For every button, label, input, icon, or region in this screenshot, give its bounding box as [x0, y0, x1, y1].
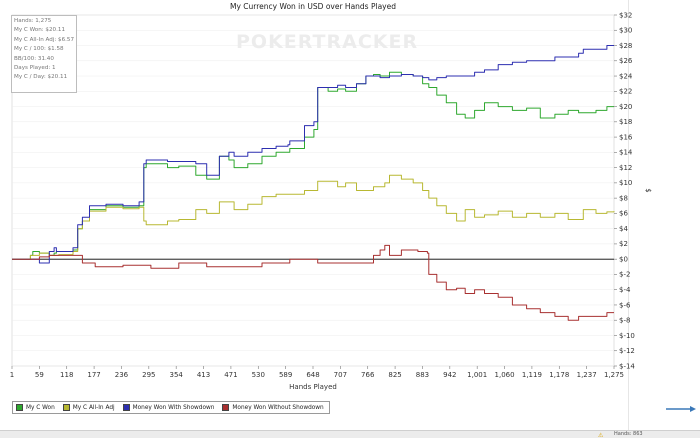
y-tick-label: $14: [619, 149, 633, 157]
y-tick-label: $20: [619, 103, 632, 111]
status-text: Hands: 863: [614, 431, 643, 437]
x-tick-label: 766: [361, 371, 375, 379]
legend-item-noshowdown[interactable]: Money Won Without Showdown: [222, 404, 324, 411]
stat-bb100: BB/100: 31.40: [14, 55, 54, 62]
x-tick-label: 1,178: [549, 371, 569, 379]
y-tick-label: $-2: [619, 271, 630, 279]
series-line-won: [12, 71, 614, 260]
series-line-allin-adj: [12, 174, 615, 260]
stat-per100: My C / 100: $1.58: [14, 46, 64, 53]
stat-hands: Hands: 1,275: [14, 18, 52, 24]
legend-item-won[interactable]: My C Won: [16, 404, 55, 411]
series-group: [12, 45, 615, 321]
legend-item-showdown[interactable]: Money Won With Showdown: [122, 404, 215, 411]
x-tick-label: 471: [224, 371, 237, 379]
stat-won: My C Won: $20.11: [14, 27, 66, 34]
x-tick-label: 59: [35, 371, 44, 379]
x-tick-label: 1,060: [495, 371, 515, 379]
legend-swatch-showdown: [122, 404, 130, 411]
x-tick-label: 707: [334, 371, 347, 379]
line-chart: My Currency Won in USD over Hands Played…: [10, 2, 652, 391]
x-tick-label: 354: [169, 371, 183, 379]
stat-allin: My C All-In Adj: $6.57: [14, 36, 75, 43]
legend-swatch-noshowdown: [222, 404, 230, 411]
y-tick-label: $-6: [619, 301, 631, 309]
y-tick-label: $16: [619, 133, 633, 141]
y-tick-label: $26: [619, 57, 633, 65]
x-tick-label: 1,119: [522, 371, 542, 379]
x-tick-label: 1,237: [577, 371, 597, 379]
legend-swatch-won: [16, 404, 23, 411]
chart-legend: My C Won My C All-In Adj Money Won With …: [12, 401, 330, 414]
panel-divider: [628, 0, 629, 430]
x-tick-label: 1: [10, 371, 14, 379]
x-tick-label: 589: [279, 371, 292, 379]
y-tick-label: $30: [619, 27, 632, 35]
y-tick-label: $24: [619, 72, 633, 80]
series-line-without-showdown: [12, 244, 614, 321]
y-tick-label: $8: [619, 194, 628, 202]
y-tick-label: $-4: [619, 286, 631, 294]
x-tick-label: 295: [142, 371, 155, 379]
arrow-right-icon[interactable]: [666, 406, 696, 412]
x-tick-label: 413: [197, 371, 210, 379]
stats-box: Hands: 1,275 My C Won: $20.11 My C All-I…: [11, 15, 77, 93]
y-tick-label: $-12: [619, 347, 635, 355]
stat-days: Days Played: 1: [14, 65, 56, 72]
x-tick-label: 118: [60, 371, 73, 379]
warning-icon: ⚠: [598, 432, 604, 439]
y-axis-ticks: $32 $30 $28 $26 $24 $22 $20 $18 $16 $14 $12 $10 $8 $6…: [614, 11, 635, 370]
x-axis-label: Hands Played: [289, 383, 337, 391]
legend-swatch-allin: [62, 404, 70, 411]
x-tick-label: 825: [388, 371, 401, 379]
y-tick-label: $28: [619, 42, 632, 50]
x-axis-ticks: 1 59 118 177 236 295 354 413 471 530 589 648 707 766 8…: [10, 366, 624, 379]
y-tick-label: $32: [619, 11, 632, 19]
legend-label-noshowdown: Money Won Without Showdown: [232, 404, 324, 411]
legend-label-won: My C Won: [26, 404, 55, 411]
y-tick-label: $6: [619, 210, 628, 218]
status-bar: ⚠ Hands: 863: [0, 430, 700, 439]
stat-perday: My C / Day: $20.11: [14, 74, 68, 81]
x-tick-label: 648: [306, 371, 319, 379]
watermark-logo: POKERTRACKER: [236, 31, 419, 53]
legend-label-showdown: Money Won With Showdown: [132, 404, 215, 411]
y-tick-label: $2: [619, 240, 628, 248]
x-tick-label: 883: [416, 371, 429, 379]
x-tick-label: 1,001: [467, 371, 487, 379]
x-tick-label: 530: [252, 371, 265, 379]
y-tick-label: $-8: [619, 317, 630, 325]
y-tick-label: $0: [619, 255, 628, 263]
chart-title: My Currency Won in USD over Hands Played: [230, 2, 396, 11]
legend-label-allin: My C All-In Adj: [72, 404, 115, 411]
y-tick-label: $-10: [619, 332, 635, 340]
y-tick-label: $10: [619, 179, 632, 187]
legend-item-allin[interactable]: My C All-In Adj: [62, 404, 115, 411]
y-axis-label: $: [644, 188, 652, 192]
y-tick-label: $12: [619, 164, 632, 172]
y-tick-label: $18: [619, 118, 632, 126]
y-tick-label: $22: [619, 88, 632, 96]
x-tick-label: 1,275: [604, 371, 624, 379]
y-tick-label: $-14: [619, 362, 635, 370]
series-line-with-showdown: [12, 45, 614, 264]
grid-lines: [12, 14, 614, 367]
y-tick-label: $4: [619, 225, 628, 233]
x-tick-label: 236: [115, 371, 129, 379]
x-tick-label: 942: [443, 371, 456, 379]
x-tick-label: 177: [87, 371, 100, 379]
